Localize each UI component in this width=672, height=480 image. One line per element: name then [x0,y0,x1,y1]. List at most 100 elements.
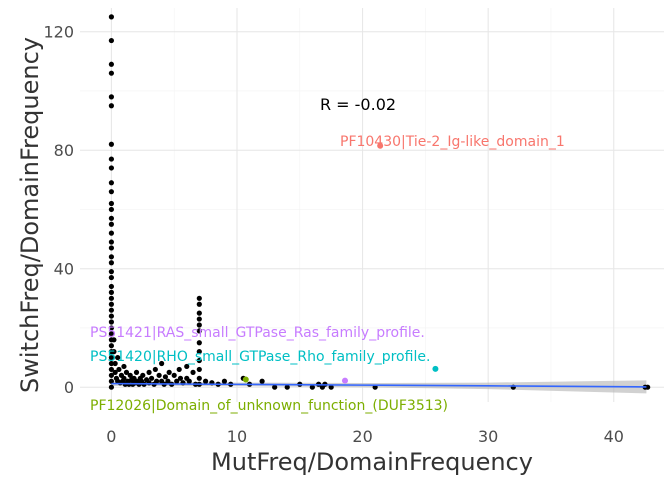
data-point [108,245,114,251]
x-tick-label: 10 [227,427,247,446]
data-point [176,366,182,373]
data-point [108,289,114,295]
regression-line [111,382,647,388]
data-point [123,369,130,375]
data-point [116,366,122,373]
x-tick-label: 0 [106,427,116,446]
data-point [108,239,114,245]
data-point [115,354,121,361]
data-point [174,378,180,384]
data-point [309,384,315,390]
data-point [108,37,114,44]
data-point [121,375,127,381]
data-point [196,366,202,373]
data-point [196,328,202,334]
data-point [108,274,114,281]
data-point [108,94,114,100]
data-point [112,360,118,367]
data-point [196,357,202,364]
correlation-label: R = -0.02 [320,95,396,114]
ticks-layer: 0 10 20 30 40 0 40 80 120 [43,23,623,446]
highlighted-point [341,377,348,384]
data-point [108,313,114,319]
data-point [108,230,114,236]
data-point [108,354,114,361]
data-point [108,14,114,20]
data-point [272,384,278,390]
data-point [196,340,202,346]
data-point [108,319,114,325]
data-point [108,307,114,313]
data-point [108,70,114,76]
data-point [184,363,190,370]
y-axis-title: SwitchFreq/DomainFrequency [16,37,44,393]
data-point [108,366,114,373]
data-point [108,343,114,349]
highlighted-point [432,365,439,372]
data-point [159,360,165,367]
data-point [108,301,114,307]
data-point [108,189,114,195]
point-label: PS51421|RAS_small_GTPase_Ras_family_prof… [90,325,425,341]
data-point [108,200,114,207]
data-point [111,349,117,355]
x-tick-label: 20 [352,427,372,446]
data-point [108,221,114,227]
data-point [108,283,114,290]
highlighted-points-layer [242,142,439,384]
x-axis-title: MutFreq/DomainFrequency [211,448,533,476]
data-point [108,295,114,301]
data-point [162,374,169,380]
y-tick-label: 80 [54,141,74,160]
data-point [108,331,114,337]
point-label: PF10430|Tie-2_Ig-like_domain_1 [340,134,565,150]
data-point [111,337,117,343]
data-point [154,378,160,384]
data-point [133,369,140,375]
data-point [196,375,202,381]
data-point [108,61,114,67]
data-point [196,349,202,355]
data-point [177,375,184,381]
data-point [196,316,202,322]
data-point [108,165,114,171]
data-point [196,310,202,316]
x-tick-label: 40 [604,427,624,446]
data-point [156,372,162,378]
data-point [108,384,114,390]
data-point [190,369,196,375]
data-point [108,180,114,186]
data-point [108,141,114,147]
data-point [186,378,192,384]
annotation-layer: PF10430|Tie-2_Ig-like_domain_1 PS51421|RA… [90,134,565,414]
data-point [108,378,114,384]
data-point [108,254,114,260]
data-point [166,369,172,375]
data-point [108,156,114,162]
point-label: PF12026|Domain_of_unknown_function_(DUF3… [90,398,448,414]
data-point [152,366,158,373]
data-point [112,369,118,375]
data-point [165,378,171,384]
data-point [202,378,209,384]
data-point [108,360,114,367]
data-point [171,372,177,378]
data-point [196,301,202,307]
data-point [196,295,202,301]
data-point [645,384,651,390]
data-point [108,215,114,221]
data-point [108,260,114,266]
y-tick-label: 0 [64,378,74,397]
y-tick-label: 40 [54,260,74,279]
data-point [108,372,114,378]
point-label: PS51420|RHO_small_GTPase_Rho_family_prof… [90,349,430,365]
data-point [259,378,265,384]
data-point [148,375,155,381]
data-point [284,384,290,390]
highlighted-point [242,376,249,383]
data-point [108,325,114,331]
data-point [328,384,334,390]
highlighted-point [377,142,384,149]
data-point [146,369,152,375]
